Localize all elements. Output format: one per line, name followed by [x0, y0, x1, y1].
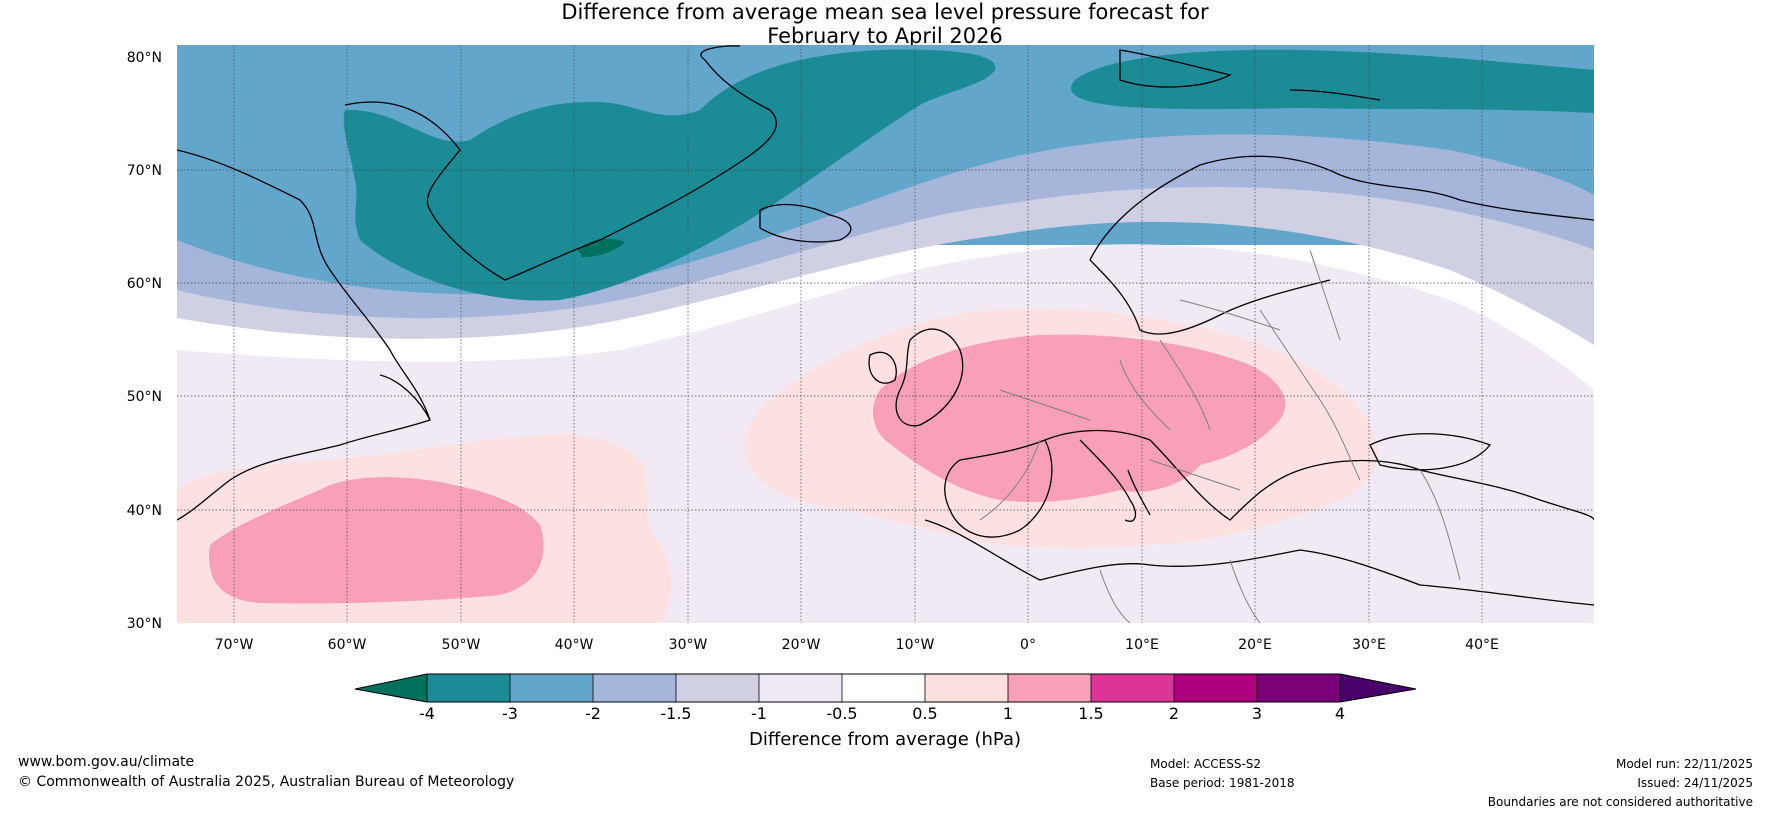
colorbar-ticks: -4 -3 -2 -1.5 -1 -0.5 0.5 1 1.5 2 3 4	[419, 704, 1345, 723]
cb-tick-minus3: -3	[502, 704, 518, 723]
cb-tick-minus0.5: -0.5	[826, 704, 857, 723]
colorbar-bin-1.5-2	[1091, 674, 1174, 702]
colorbar-bin-minus1.5-minus1	[676, 674, 759, 702]
band-1-to-1.5-europe	[873, 334, 1286, 502]
chart-title: Difference from average mean sea level p…	[0, 0, 1770, 48]
colorbar-extend-low	[355, 674, 427, 702]
colorbar-bin-minus2-minus1.5	[593, 674, 676, 702]
country-borders	[979, 249, 1461, 623]
lat-label-50n: 50°N	[127, 389, 162, 405]
lon-label-60w: 60°W	[328, 637, 367, 653]
footer-copyright: © Commonwealth of Australia 2025, Austra…	[18, 774, 515, 790]
footer-disclaimer: Boundaries are not considered authoritat…	[1487, 795, 1753, 809]
lon-label-0: 0°	[1020, 637, 1036, 653]
footer-issued: Issued: 24/11/2025	[1637, 776, 1753, 790]
cb-tick-0.5: 0.5	[912, 704, 937, 723]
forecast-map: 80°N 70°N 60°N 50°N 40°N 30°N 70°W 60°W …	[127, 45, 1594, 750]
graticule	[177, 45, 1594, 623]
band-1-to-1.5-atlantic	[209, 477, 544, 604]
core-minus4-to-minus3-arctic	[1071, 49, 1594, 113]
lon-label-20w: 20°W	[782, 637, 821, 653]
colorbar-bin-minus1-minus0.5	[759, 674, 842, 702]
core-minus4-to-minus3-greenland	[343, 49, 996, 301]
colorbar-dividers	[426, 674, 1341, 702]
colorbar-bin-1-1.5	[1008, 674, 1091, 702]
colorbar-bin-minus4-minus3	[427, 674, 510, 702]
lon-label-50w: 50°W	[442, 637, 481, 653]
lon-label-30w: 30°W	[669, 637, 708, 653]
lat-label-40n: 40°N	[127, 503, 162, 519]
cb-tick-minus1.5: -1.5	[660, 704, 691, 723]
cb-tick-3: 3	[1252, 704, 1262, 723]
cb-tick-1: 1	[1003, 704, 1013, 723]
colorbar-label: Difference from average (hPa)	[749, 729, 1021, 750]
cb-tick-1.5: 1.5	[1078, 704, 1103, 723]
colorbar-extend-high	[1340, 674, 1416, 702]
cb-tick-minus1: -1	[751, 704, 767, 723]
cb-tick-minus4: -4	[419, 704, 435, 723]
cb-tick-minus2: -2	[585, 704, 601, 723]
latitude-labels: 80°N 70°N 60°N 50°N 40°N 30°N	[127, 50, 162, 632]
longitude-labels: 70°W 60°W 50°W 40°W 30°W 20°W 10°W 0° 10…	[215, 637, 1499, 653]
title-line-1: Difference from average mean sea level p…	[561, 0, 1209, 24]
footer-model-run: Model run: 22/11/2025	[1615, 757, 1753, 771]
lon-label-40e: 40°E	[1465, 637, 1499, 653]
map-plot-area	[177, 45, 1594, 623]
title-line-2: February to April 2026	[767, 24, 1003, 48]
colorbar-bin-minus3-minus2	[510, 674, 593, 702]
lat-label-60n: 60°N	[127, 276, 162, 292]
lon-label-70w: 70°W	[215, 637, 254, 653]
lat-label-80n: 80°N	[127, 50, 162, 66]
lon-label-30e: 30°E	[1352, 637, 1386, 653]
cb-tick-4: 4	[1335, 704, 1345, 723]
colorbar-bin-3-4	[1257, 674, 1340, 702]
footer-base-period: Base period: 1981-2018	[1150, 776, 1295, 790]
colorbar: -4 -3 -2 -1.5 -1 -0.5 0.5 1 1.5 2 3 4 Di…	[354, 673, 1417, 750]
colorbar-bin-0.5-1	[925, 674, 1008, 702]
lat-label-70n: 70°N	[127, 163, 162, 179]
lon-label-20e: 20°E	[1238, 637, 1272, 653]
lat-label-30n: 30°N	[127, 616, 162, 632]
footer-website: www.bom.gov.au/climate	[18, 754, 195, 770]
coastlines	[177, 45, 1594, 606]
band-minus1-to-minus0.5-aegean	[1500, 520, 1545, 540]
colorbar-bin-minus0.5-0.5	[842, 674, 925, 702]
colorbar-bin-2-3	[1174, 674, 1257, 702]
cb-tick-2: 2	[1169, 704, 1179, 723]
lon-label-40w: 40°W	[555, 637, 594, 653]
footer-model: Model: ACCESS-S2	[1150, 757, 1262, 771]
lon-label-10w: 10°W	[896, 637, 935, 653]
lon-label-10e: 10°E	[1125, 637, 1159, 653]
